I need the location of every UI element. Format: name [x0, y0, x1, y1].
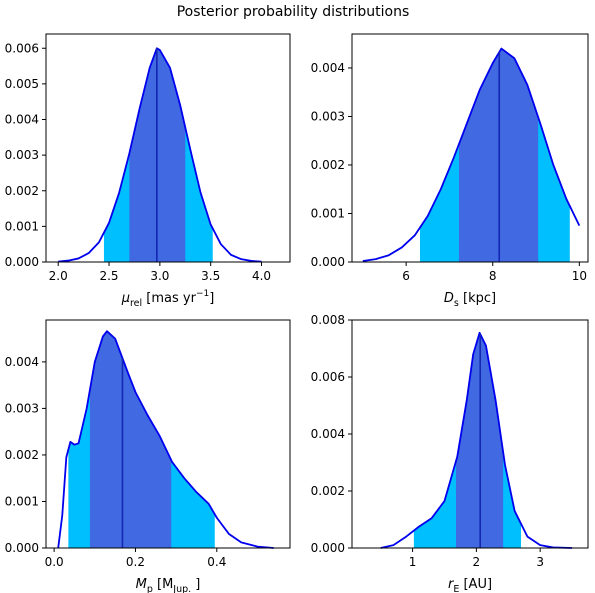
y-tick-label: 0.001 — [5, 494, 39, 508]
y-tick-label: 0.000 — [311, 541, 345, 555]
x-label-unit-subscript: Jup. — [172, 584, 191, 593]
panel-planet-mass: 0.0 0.2 0.4 0.000 0.001 0.002 0.003 0.004 Mp [MJ… — [5, 319, 291, 593]
x-label-unit: [AU] — [459, 577, 492, 592]
x-tick-label: 3.5 — [201, 269, 220, 283]
x-tick-label: 2.5 — [99, 269, 118, 283]
y-tick-label: 0.001 — [5, 219, 39, 233]
y-tick-label: 0.002 — [311, 484, 345, 498]
posterior-curve — [58, 47, 262, 263]
y-tick-label: 0.001 — [311, 206, 345, 220]
x-axis-label: μrel [mas yr−1] — [121, 289, 215, 309]
x-tick-label: 0.0 — [45, 555, 64, 569]
x-tick-label: 3.0 — [150, 269, 169, 283]
y-tick-label: 0.000 — [5, 255, 39, 269]
y-tick-label: 0.004 — [311, 427, 345, 441]
x-axis-label: Mp [MJup. ] — [136, 577, 201, 593]
axes-frame — [351, 33, 589, 263]
posterior-curve — [362, 47, 581, 262]
y-tick-label: 0.005 — [5, 77, 39, 91]
x-label-symbol: D — [444, 291, 454, 306]
x-label-unit: [kpc] — [459, 291, 496, 306]
y-tick-label: 0.006 — [5, 41, 39, 55]
x-tick-label: 4.0 — [252, 269, 271, 283]
y-tick-label: 0.004 — [5, 113, 39, 127]
y-tick-label: 0.004 — [5, 355, 39, 369]
y-tick-label: 0.006 — [311, 370, 345, 384]
inner-credible-band — [89, 331, 172, 548]
x-tick-label: 6 — [402, 269, 410, 283]
panel-mu-rel: 2.0 2.5 3.0 3.5 4.0 0.000 0.001 0.002 0.003 0.004… — [5, 33, 291, 309]
x-tick-label: 2.0 — [49, 269, 68, 283]
x-label-symbol: r — [448, 577, 455, 592]
x-label-tail: ] — [209, 291, 214, 306]
x-label-subscript: s — [454, 298, 459, 309]
posterior-curve — [57, 330, 274, 549]
x-tick-label: 3 — [536, 555, 544, 569]
panel-distance-source: 6 8 10 0.000 0.001 0.002 0.003 0.004 Ds [kpc] — [311, 33, 589, 309]
x-label-symbol: μ — [121, 291, 130, 306]
y-tick-label: 0.000 — [311, 255, 345, 269]
posterior-curve — [380, 331, 573, 549]
y-tick-label: 0.000 — [5, 541, 39, 555]
axes-frame — [45, 319, 291, 549]
x-tick-label: 0.2 — [126, 555, 145, 569]
x-label-unit: [M — [153, 577, 173, 592]
x-tick-label: 8 — [489, 269, 497, 283]
figure-title: Posterior probability distributions — [177, 4, 410, 20]
y-tick-label: 0.004 — [311, 61, 345, 75]
axes-frame — [45, 33, 291, 263]
y-tick-label: 0.003 — [5, 148, 39, 162]
x-label-symbol: M — [136, 577, 147, 592]
x-tick-label: 2 — [473, 555, 481, 569]
x-label-subscript: E — [453, 584, 459, 593]
x-axis-label: Ds [kpc] — [444, 291, 496, 309]
x-tick-label: 1 — [409, 555, 417, 569]
y-tick-label: 0.003 — [5, 401, 39, 415]
x-label-subscript: rel — [130, 298, 142, 309]
x-tick-label: 0.4 — [207, 555, 226, 569]
x-label-tail: ] — [191, 577, 200, 592]
y-tick-label: 0.008 — [311, 313, 345, 327]
x-label-subscript: p — [147, 584, 153, 593]
y-tick-label: 0.002 — [311, 158, 345, 172]
y-tick-label: 0.002 — [5, 448, 39, 462]
x-label-superscript: −1 — [196, 289, 209, 299]
y-tick-label: 0.002 — [5, 184, 39, 198]
y-tick-label: 0.003 — [311, 109, 345, 123]
x-axis-label: rE [AU] — [448, 577, 492, 593]
x-label-unit: [mas yr — [142, 291, 196, 306]
x-tick-label: 10 — [572, 269, 587, 283]
panel-einstein-radius: 1 2 3 0.000 0.002 0.004 0.006 0.008 rE [AU] — [311, 313, 589, 593]
